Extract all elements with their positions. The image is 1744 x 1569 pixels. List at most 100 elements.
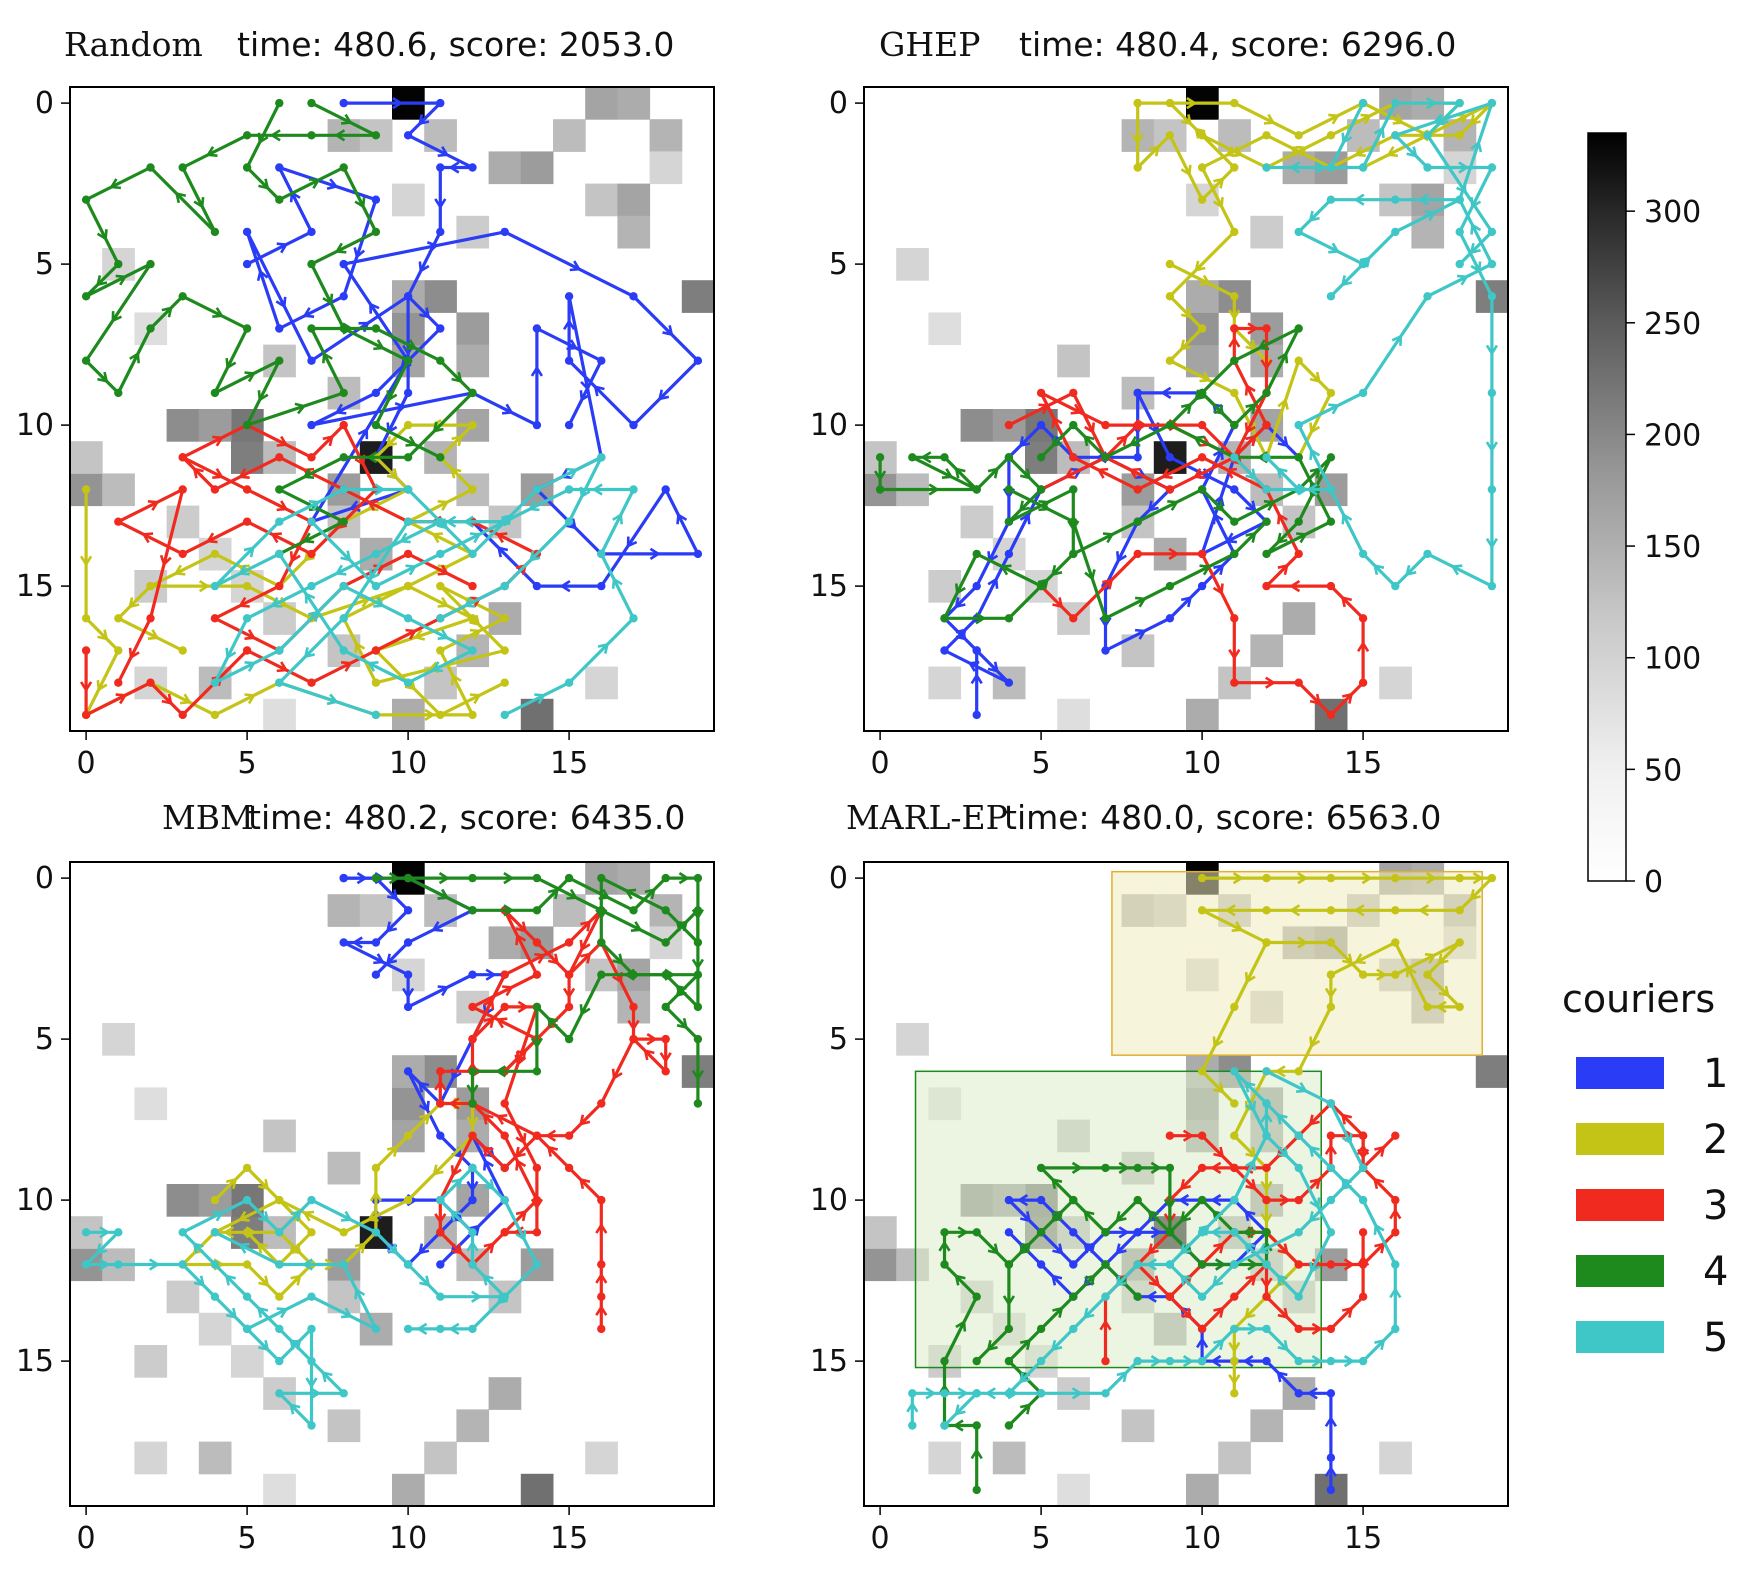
route-arrowhead (437, 146, 450, 157)
route-point (146, 324, 155, 333)
route-arrowhead (1328, 242, 1340, 254)
y-tick-label: 5 (829, 247, 848, 282)
route-point (468, 1131, 477, 1140)
panel-title-name: MBM (162, 798, 254, 837)
route-point (468, 710, 477, 720)
route-point (1197, 1260, 1207, 1269)
route-point (1262, 1292, 1271, 1301)
route-arrowhead (1247, 1258, 1259, 1271)
route-arrowhead (1148, 1275, 1160, 1287)
x-axis-ticks: 0 5 10 15 (77, 1506, 588, 1556)
route-point (403, 873, 413, 883)
route-point (242, 614, 252, 623)
route-arrowhead (405, 435, 418, 447)
route-arrowhead (115, 693, 128, 705)
route-arrowhead (1245, 531, 1257, 543)
route-point (1455, 873, 1464, 883)
route-arrowhead (99, 1258, 111, 1271)
route-point (275, 549, 284, 559)
route-arrowhead (1084, 1242, 1096, 1254)
route-point (1326, 1389, 1336, 1398)
route-arrowhead (1213, 1082, 1225, 1094)
route-arrowhead (527, 500, 540, 512)
route-arrowhead (1324, 1465, 1338, 1477)
panel-mbm: 0 5 10 15 0 5 10 15 MBM time: 480.2, score: 64… (16, 798, 715, 1556)
route-point (1294, 1292, 1303, 1301)
route-point (275, 1324, 284, 1334)
route-point (500, 1131, 509, 1140)
route-point (1487, 581, 1497, 591)
route-point (275, 324, 284, 333)
route-point (1326, 1324, 1336, 1334)
legend-swatch-3 (1576, 1189, 1664, 1221)
heat-cell (960, 505, 994, 539)
route-arrowhead (289, 1338, 301, 1351)
route-arrowhead (503, 904, 515, 917)
route-point (1036, 581, 1046, 591)
y-axis-ticks: 0 5 10 15 (16, 86, 70, 604)
legend-label-1: 1 (1703, 1051, 1728, 1097)
route-point (242, 420, 252, 430)
route-point (468, 970, 477, 979)
route-courier-1 (242, 163, 606, 430)
route-arrowhead (1215, 1258, 1227, 1271)
route-arrowhead (662, 325, 674, 337)
route-point (564, 970, 574, 979)
route-point (275, 195, 284, 204)
route-point (178, 549, 187, 559)
route-point (1230, 549, 1239, 559)
route-point (403, 1131, 413, 1140)
route-point (597, 938, 606, 947)
route-point (1391, 1324, 1400, 1334)
route-point (1101, 614, 1110, 623)
route-arrowhead (1244, 1210, 1256, 1222)
heat-cell (864, 1248, 897, 1282)
route-point (468, 1260, 477, 1269)
route-arrowhead (1485, 441, 1499, 453)
route-point (661, 970, 670, 979)
route-line (878, 326, 1333, 620)
route-arrowhead (495, 1065, 507, 1078)
route-arrowhead (418, 114, 430, 126)
colorbar-tick-label: 150 (1644, 530, 1701, 565)
route-point (1004, 485, 1014, 494)
route-point (275, 1260, 284, 1269)
route-point (1262, 1356, 1271, 1366)
route-point (436, 1131, 445, 1140)
route-point (1165, 1260, 1175, 1269)
route-arrowhead (258, 1211, 270, 1223)
route-point (1326, 1163, 1336, 1173)
route-point (1391, 1131, 1400, 1140)
route-point (436, 1324, 445, 1334)
route-arrowhead (1314, 161, 1327, 174)
route-point (210, 549, 220, 559)
route-point (1294, 1131, 1303, 1140)
route-point (1197, 906, 1207, 915)
route-arrowhead (354, 1287, 366, 1300)
route-arrowhead (469, 532, 482, 544)
route-point (500, 970, 509, 979)
route-arrowhead (928, 483, 940, 496)
route-arrowhead (1277, 351, 1289, 364)
route-arrowhead (244, 371, 257, 383)
route-arrowhead (257, 132, 269, 145)
route-point (1326, 1131, 1336, 1140)
route-arrowhead (1360, 113, 1373, 125)
route-arrowhead (340, 1210, 353, 1222)
route-point (210, 710, 220, 720)
route-arrowhead (419, 1113, 431, 1125)
route-arrowhead (987, 467, 999, 479)
route-arrowhead (1245, 435, 1257, 447)
route-arrowhead (289, 1403, 301, 1415)
route-point (661, 1002, 670, 1012)
heat-cell (327, 894, 361, 927)
route-point (1133, 1163, 1142, 1173)
heat-cell (392, 1473, 425, 1507)
route-point (275, 98, 284, 108)
route-point (1133, 485, 1142, 494)
route-point (1036, 1260, 1046, 1269)
route-point (242, 1260, 252, 1269)
route-arrowhead (1392, 113, 1405, 125)
route-arrowhead (1245, 1158, 1256, 1171)
heat-cell (928, 666, 962, 700)
